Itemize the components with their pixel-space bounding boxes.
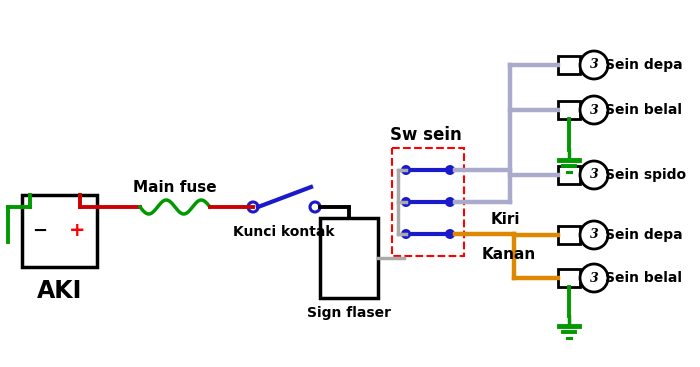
Bar: [558, 166, 580, 184]
Text: 3: 3: [589, 168, 598, 182]
Text: Sein belal: Sein belal: [605, 103, 682, 117]
Circle shape: [445, 165, 455, 175]
Circle shape: [580, 264, 608, 292]
Circle shape: [445, 229, 455, 239]
Text: −: −: [32, 222, 48, 240]
Circle shape: [580, 51, 608, 79]
Circle shape: [580, 96, 608, 124]
Circle shape: [580, 221, 608, 249]
Text: Main fuse: Main fuse: [133, 180, 217, 195]
Text: 3: 3: [589, 272, 598, 284]
Bar: [558, 226, 580, 244]
Text: Sein depa: Sein depa: [605, 228, 682, 242]
Bar: [558, 269, 580, 287]
Text: Kunci kontak: Kunci kontak: [233, 225, 335, 239]
Circle shape: [445, 197, 455, 207]
Bar: [392, 148, 464, 256]
Bar: [22, 195, 97, 267]
Text: +: +: [69, 222, 85, 240]
Circle shape: [401, 197, 411, 207]
Text: Sign flaser: Sign flaser: [307, 306, 391, 320]
Bar: [558, 101, 580, 119]
Text: Sw sein: Sw sein: [390, 126, 462, 144]
Circle shape: [401, 229, 411, 239]
Text: Sein belal: Sein belal: [605, 271, 682, 285]
Bar: [320, 218, 378, 298]
Text: Sein spido: Sein spido: [605, 168, 686, 182]
Text: Sein depa: Sein depa: [605, 58, 682, 72]
Text: 3: 3: [589, 103, 598, 116]
Text: Kanan: Kanan: [482, 247, 536, 262]
Bar: [558, 56, 580, 74]
Text: 3: 3: [589, 229, 598, 241]
Circle shape: [401, 165, 411, 175]
Circle shape: [580, 161, 608, 189]
Text: 3: 3: [589, 58, 598, 72]
Text: Kiri: Kiri: [490, 212, 519, 227]
Text: AKI: AKI: [37, 279, 82, 303]
